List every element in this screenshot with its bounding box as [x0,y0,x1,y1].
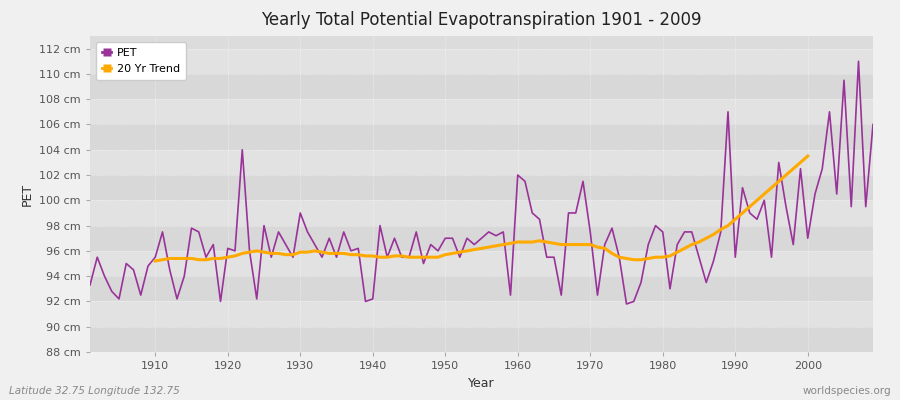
Bar [90,175,873,200]
X-axis label: Year: Year [468,376,495,390]
Bar [90,276,873,302]
Bar [90,327,873,352]
Bar [90,150,873,175]
Text: Latitude 32.75 Longitude 132.75: Latitude 32.75 Longitude 132.75 [9,386,180,396]
Bar [90,74,873,99]
Text: worldspecies.org: worldspecies.org [803,386,891,396]
Bar [90,251,873,276]
Bar [90,200,873,226]
Y-axis label: PET: PET [21,182,34,206]
Bar [90,226,873,251]
Bar [90,124,873,150]
Bar [90,302,873,327]
Bar [90,49,873,74]
Title: Yearly Total Potential Evapotranspiration 1901 - 2009: Yearly Total Potential Evapotranspiratio… [261,11,702,29]
Bar [90,99,873,124]
Legend: PET, 20 Yr Trend: PET, 20 Yr Trend [95,42,186,80]
